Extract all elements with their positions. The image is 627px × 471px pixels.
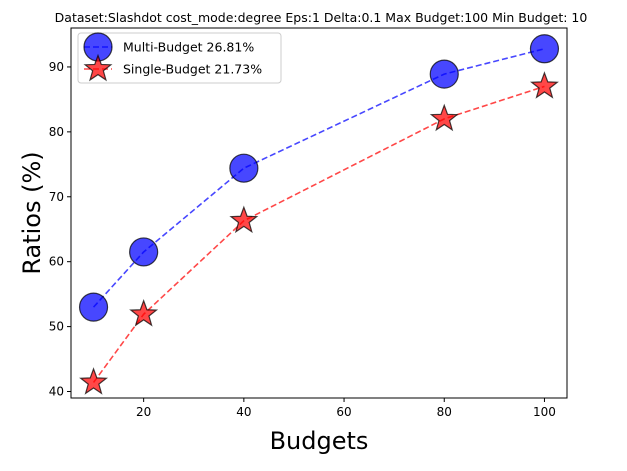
data-point (229, 205, 259, 234)
x-tick-label: 20 (136, 405, 151, 419)
legend-label: Single-Budget 21.73% (123, 62, 262, 77)
x-tick-label: 80 (437, 405, 452, 419)
series-line (92, 47, 545, 308)
data-point (429, 103, 459, 132)
x-tick-label: 40 (236, 405, 251, 419)
y-axis-label: Ratios (%) (18, 151, 46, 274)
x-tick-label: 60 (336, 405, 351, 419)
y-tick-label: 80 (49, 125, 64, 139)
data-point (129, 237, 159, 267)
x-tick-label: 100 (533, 405, 556, 419)
legend-item: Multi-Budget 26.81% (83, 32, 254, 62)
series-1 (79, 71, 559, 395)
data-point (529, 71, 559, 99)
y-tick-label: 60 (49, 255, 64, 269)
data-point (429, 59, 459, 89)
y-tick-label: 90 (49, 60, 64, 74)
legend: Multi-Budget 26.81% Single-Budget 21.73% (77, 32, 282, 84)
legend-box (77, 32, 282, 84)
data-point (79, 367, 109, 395)
y-tick-label: 70 (49, 190, 64, 204)
series-0 (78, 34, 560, 322)
data-point (78, 292, 109, 322)
series-line (92, 85, 545, 383)
x-axis-label: Budgets (270, 427, 369, 455)
plot-frame (70, 27, 568, 399)
y-tick-label: 50 (49, 320, 64, 334)
legend-label: Multi-Budget 26.81% (123, 40, 254, 55)
y-axis-ticks: 40 50 60 70 80 90 (49, 60, 71, 399)
data-point (129, 299, 159, 327)
chart-title: Dataset:Slashdot cost_mode:degree Eps:1 … (55, 10, 588, 25)
data-point (229, 153, 259, 183)
data-point (529, 34, 560, 64)
legend-item: Single-Budget 21.73% (83, 53, 262, 82)
x-axis-ticks: 20 40 60 80 100 (136, 398, 556, 419)
legend-marker (83, 53, 113, 82)
y-tick-label: 40 (49, 385, 64, 399)
plot-area (78, 34, 560, 395)
